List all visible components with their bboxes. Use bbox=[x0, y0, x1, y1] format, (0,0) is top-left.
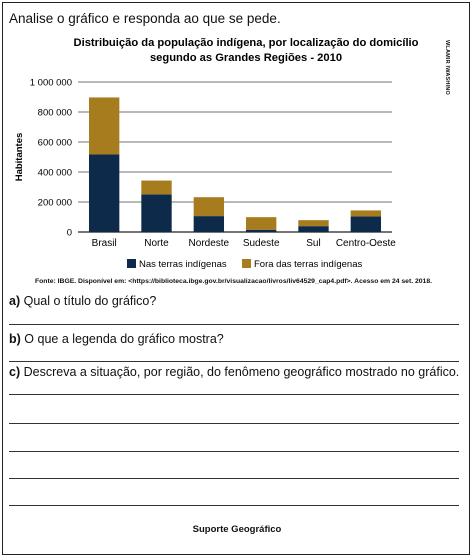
x-tick-label: Sudeste bbox=[243, 238, 280, 249]
x-tick-label: Nordeste bbox=[189, 238, 230, 249]
answer-line[interactable] bbox=[9, 478, 459, 479]
question-b-text: O que a legenda do gráfico mostra? bbox=[24, 332, 224, 346]
x-tick-label: Centro-Oeste bbox=[336, 238, 396, 249]
worksheet-frame bbox=[2, 2, 470, 555]
indigenous-population-chart: Distribuição da população indígena, por … bbox=[14, 37, 419, 270]
x-tick-label: Norte bbox=[144, 238, 169, 249]
bar-segment bbox=[298, 220, 329, 227]
y-tick-label: 0 bbox=[67, 228, 72, 239]
question-b: b) O que a legenda do gráfico mostra? bbox=[9, 332, 224, 346]
bar-segment bbox=[245, 217, 277, 230]
question-c: c) Descreva a situação, por região, do f… bbox=[9, 365, 459, 379]
chart-title-line2: segundo as Grandes Regiões - 2010 bbox=[150, 52, 342, 64]
y-tick-label: 800 000 bbox=[38, 108, 72, 119]
y-tick-label: 1 000 000 bbox=[30, 78, 72, 89]
bar-segment bbox=[350, 216, 382, 232]
legend-swatch bbox=[127, 259, 136, 268]
chart-source: Fonte: IBGE. Disponível em: <https://bib… bbox=[35, 278, 433, 285]
answer-line[interactable] bbox=[9, 423, 459, 424]
question-c-label: c) bbox=[9, 365, 21, 379]
bar-segment bbox=[193, 197, 225, 217]
footer-brand: Suporte Geográfico bbox=[192, 524, 282, 535]
question-b-label: b) bbox=[9, 332, 21, 346]
y-tick-label: 200 000 bbox=[38, 198, 72, 209]
chart-legend: Nas terras indígenas Fora das terras indí… bbox=[127, 259, 363, 270]
answer-line[interactable] bbox=[9, 324, 459, 325]
bar-segment bbox=[141, 180, 172, 195]
y-tick-label: 600 000 bbox=[38, 138, 72, 149]
bar-segment bbox=[141, 194, 172, 232]
bar-segment bbox=[245, 229, 277, 232]
legend-label: Fora das terras indígenas bbox=[254, 259, 363, 270]
bar-segment bbox=[193, 216, 225, 232]
answer-line[interactable] bbox=[9, 505, 459, 506]
y-axis-label: Habitantes bbox=[14, 133, 25, 182]
x-tick-label: Brasil bbox=[92, 238, 117, 249]
question-a-label: a) bbox=[9, 294, 21, 308]
bar-segment bbox=[88, 97, 120, 155]
answer-line[interactable] bbox=[9, 394, 459, 395]
legend-label: Nas terras indígenas bbox=[139, 259, 227, 270]
answer-line[interactable] bbox=[9, 451, 459, 452]
y-tick-label: 400 000 bbox=[38, 168, 72, 179]
plot-area: 0 200 000 400 000 600 000 800 000 1 000 000 Br… bbox=[30, 78, 397, 250]
legend-swatch bbox=[242, 259, 251, 268]
question-c-text: Descreva a situação, por região, do fenô… bbox=[23, 365, 460, 379]
bar-segment bbox=[298, 226, 329, 232]
bar-segment bbox=[350, 210, 382, 217]
answer-line[interactable] bbox=[9, 361, 459, 362]
question-a: a) Qual o título do gráfico? bbox=[9, 294, 156, 308]
image-credit: WLAMIR IWASHINO bbox=[444, 40, 450, 95]
x-tick-label: Sul bbox=[306, 238, 320, 249]
chart-title-line1: Distribuição da população indígena, por … bbox=[74, 37, 419, 49]
intro-text: Analise o gráfico e responda ao que se p… bbox=[9, 11, 281, 26]
question-a-text: Qual o título do gráfico? bbox=[23, 294, 157, 308]
bar-segment bbox=[88, 154, 120, 232]
